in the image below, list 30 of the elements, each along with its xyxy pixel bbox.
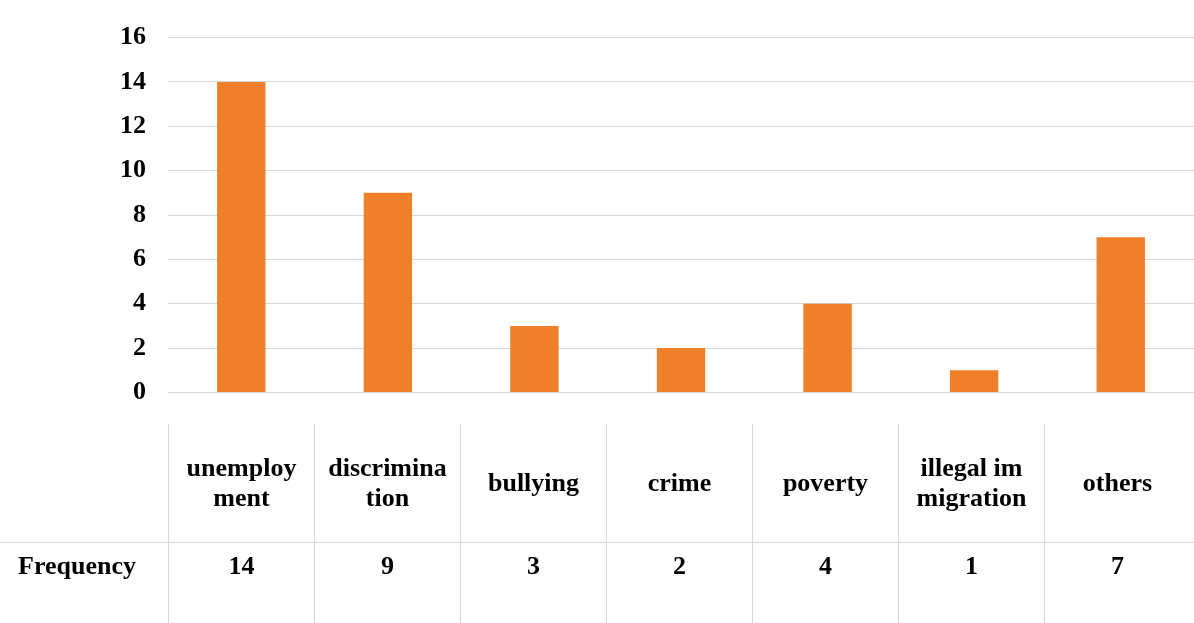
y-tick-label: 0: [133, 376, 146, 406]
y-tick-label: 8: [133, 198, 146, 228]
x-tick-label: illegal immigration: [898, 424, 1044, 542]
data-label: 1: [898, 543, 1044, 623]
x-tick-label: bullying: [460, 424, 606, 542]
y-tick-label: 6: [133, 243, 146, 273]
data-label: 9: [314, 543, 460, 623]
y-tick-label: 10: [120, 154, 146, 184]
x-tick-label: discrimination: [314, 424, 460, 542]
bar: [217, 81, 266, 392]
x-tick-label: others: [1044, 424, 1190, 542]
y-tick-label: 14: [120, 65, 146, 95]
y-tick-label: 2: [133, 331, 146, 361]
bar: [363, 192, 413, 392]
bar: [1096, 237, 1145, 392]
data-label: 7: [1044, 543, 1190, 623]
x-tick-label: poverty: [752, 424, 898, 542]
bar: [949, 370, 999, 392]
bar: [803, 303, 852, 392]
bar: [510, 325, 559, 392]
text: Frequency: [17, 550, 137, 582]
x-tick-label: unemployment: [168, 424, 314, 542]
data-label: 2: [606, 543, 752, 623]
bar: [656, 348, 706, 392]
data-label: 4: [752, 543, 898, 623]
y-tick-label: 4: [133, 287, 146, 317]
data-label: 3: [460, 543, 606, 623]
y-tick-label: 16: [120, 21, 146, 51]
x-tick-label: crime: [606, 424, 752, 542]
y-tick-label: 12: [120, 110, 146, 140]
